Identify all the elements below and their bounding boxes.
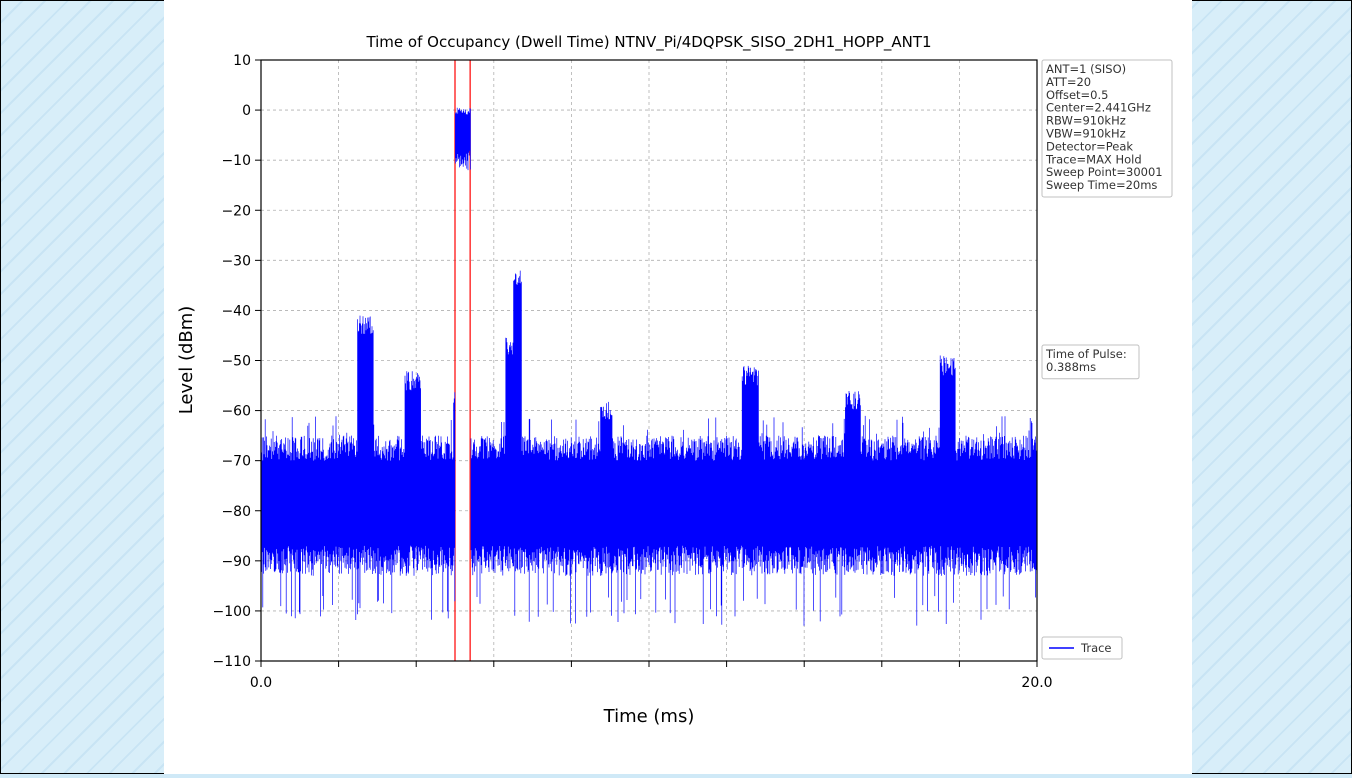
y-tick-label: 10 — [233, 53, 251, 69]
y-tick-label: 0 — [242, 103, 251, 119]
chart: 10 0 −10 −20 −30 −40 −50 −60 −70 −80 −90 −100 −110 0… — [176, 33, 1173, 727]
chart-panel: 10 0 −10 −20 −30 −40 −50 −60 −70 −80 −90 −100 −110 0… — [164, 0, 1192, 774]
x-tick-label: 0.0 — [250, 675, 272, 691]
x-axis-ticks: 0.0 20.0 — [250, 661, 1053, 691]
settings-annotation-line: RBW=910kHz — [1046, 114, 1126, 128]
settings-annotation-line: ANT=1 (SISO) — [1046, 62, 1126, 76]
x-axis-label: Time (ms) — [603, 706, 695, 727]
settings-annotation-line: Sweep Time=20ms — [1046, 178, 1157, 192]
legend-label: Trace — [1080, 641, 1112, 655]
y-tick-label: −90 — [221, 554, 251, 570]
settings-annotation-line: Center=2.441GHz — [1046, 101, 1151, 115]
y-tick-label: −10 — [221, 153, 251, 169]
chart-title: Time of Occupancy (Dwell Time) NTNV_Pi/4… — [365, 33, 931, 52]
settings-annotation-line: Sweep Point=30001 — [1046, 165, 1163, 179]
settings-annotation-line: Detector=Peak — [1046, 139, 1133, 153]
pulse-annotation-box — [1041, 344, 1140, 380]
settings-annotation-line: Trace=MAX Hold — [1045, 152, 1142, 166]
pulse-annotation-line: 0.388ms — [1046, 360, 1096, 374]
settings-annotation-line: ATT=20 — [1046, 75, 1091, 89]
y-tick-label: −40 — [221, 303, 251, 319]
settings-annotation-line: Offset=0.5 — [1046, 88, 1108, 102]
y-tick-label: −80 — [221, 504, 251, 520]
x-tick-label: 20.0 — [1021, 675, 1052, 691]
legend: Trace — [1041, 636, 1123, 660]
pulse-annotation-line: Time of Pulse: — [1045, 347, 1127, 361]
y-tick-label: −60 — [221, 404, 251, 420]
settings-annotation-line: VBW=910kHz — [1046, 127, 1126, 141]
y-tick-label: −100 — [213, 604, 251, 620]
y-tick-label: −110 — [213, 654, 251, 670]
legend-box — [1041, 636, 1123, 660]
time-of-pulse-annotation: Time of Pulse:0.388ms — [1041, 344, 1140, 380]
settings-annotation-box — [1041, 59, 1173, 198]
y-tick-label: −50 — [221, 354, 251, 370]
y-tick-label: −70 — [221, 454, 251, 470]
settings-annotation: ANT=1 (SISO)ATT=20Offset=0.5Center=2.441… — [1041, 59, 1173, 198]
y-axis-ticks: 10 0 −10 −20 −30 −40 −50 −60 −70 −80 −90 −100 −110 — [213, 53, 261, 670]
y-axis-label: Level (dBm) — [176, 306, 197, 415]
y-tick-label: −20 — [221, 203, 251, 219]
y-tick-label: −30 — [221, 253, 251, 269]
